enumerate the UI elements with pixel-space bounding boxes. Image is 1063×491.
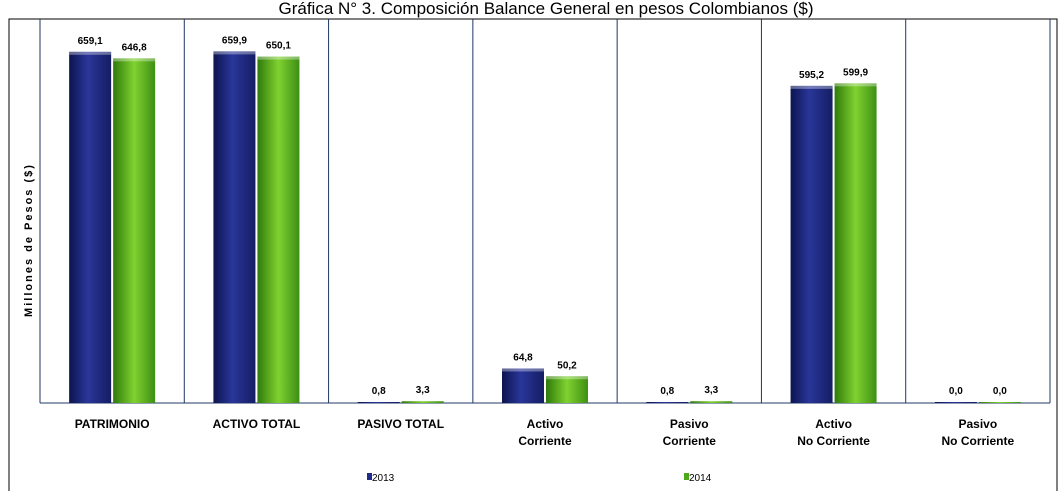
category-label: Activo <box>527 417 564 431</box>
bar-2014-2 <box>401 401 444 403</box>
value-label-2013-5: 595,2 <box>799 70 824 81</box>
value-label-2013-4: 0,8 <box>660 386 674 397</box>
category-label: No Corriente <box>942 434 1015 448</box>
legend-label-2013: 2013 <box>372 473 395 484</box>
bar-2014-4 <box>690 401 733 403</box>
bar-highlight <box>834 83 877 87</box>
value-label-2013-2: 0,8 <box>372 386 386 397</box>
legend-swatch-2014 <box>684 473 689 480</box>
legend: 2013 2014 <box>367 473 712 484</box>
bar-2014-3 <box>546 376 588 403</box>
bar-highlight <box>69 51 112 55</box>
chart-title: Gráfica N° 3. Composición Balance Genera… <box>278 0 813 18</box>
value-label-2013-0: 659,1 <box>78 36 103 47</box>
bar-2013-0 <box>69 51 112 404</box>
value-label-2014-4: 3,3 <box>704 385 718 396</box>
category-label: PATRIMONIO <box>75 417 150 431</box>
value-label-2014-0: 646,8 <box>122 42 147 53</box>
value-label-2014-1: 650,1 <box>266 41 291 52</box>
bar-2013-3 <box>502 368 544 403</box>
category-label: Corriente <box>663 434 717 448</box>
bar-highlight <box>213 51 256 55</box>
value-label-2014-6: 0,0 <box>993 386 1007 397</box>
value-label-2014-5: 599,9 <box>843 67 868 78</box>
bar-2014-6 <box>978 402 1021 403</box>
value-label-2014-3: 50,2 <box>557 360 577 371</box>
value-labels-group: 659,1 646,8 659,9 650,1 0,8 3,3 64,8 50,2 0,8 3,3… <box>78 35 1008 397</box>
legend-label-2014: 2014 <box>689 473 712 484</box>
bar-highlight <box>790 85 833 89</box>
bar-2014-5 <box>834 83 877 404</box>
category-label: Pasivo <box>959 417 998 431</box>
bar-2014-1 <box>257 56 300 404</box>
legend-swatch-2013 <box>367 473 372 480</box>
category-label: No Corriente <box>797 434 870 448</box>
bar-2013-6 <box>934 402 977 403</box>
category-label: Activo <box>815 417 852 431</box>
bar-2013-1 <box>213 51 256 403</box>
value-label-2013-3: 64,8 <box>513 352 533 363</box>
bars-group <box>69 51 1021 404</box>
bar-2013-5 <box>790 85 833 403</box>
bar-highlight <box>113 58 156 62</box>
bar-highlight <box>546 376 588 380</box>
value-label-2014-2: 3,3 <box>416 385 430 396</box>
bar-2013-4 <box>646 402 689 403</box>
bar-highlight <box>502 368 544 372</box>
bar-2013-2 <box>357 402 400 403</box>
category-separators <box>39 19 1051 403</box>
bar-highlight <box>257 56 300 60</box>
value-label-2013-6: 0,0 <box>949 386 963 397</box>
category-label: Corriente <box>518 434 572 448</box>
y-axis-label: Millones de Pesos ($) <box>23 163 35 317</box>
category-label: PASIVO TOTAL <box>357 417 444 431</box>
value-label-2013-1: 659,9 <box>222 35 247 46</box>
bar-2014-0 <box>113 58 156 404</box>
category-label: Pasivo <box>670 417 709 431</box>
category-label: ACTIVO TOTAL <box>213 417 301 431</box>
plot-frame <box>8 18 1058 491</box>
category-labels-group: PATRIMONIO ACTIVO TOTAL PASIVO TOTAL Activo… <box>75 417 1015 448</box>
